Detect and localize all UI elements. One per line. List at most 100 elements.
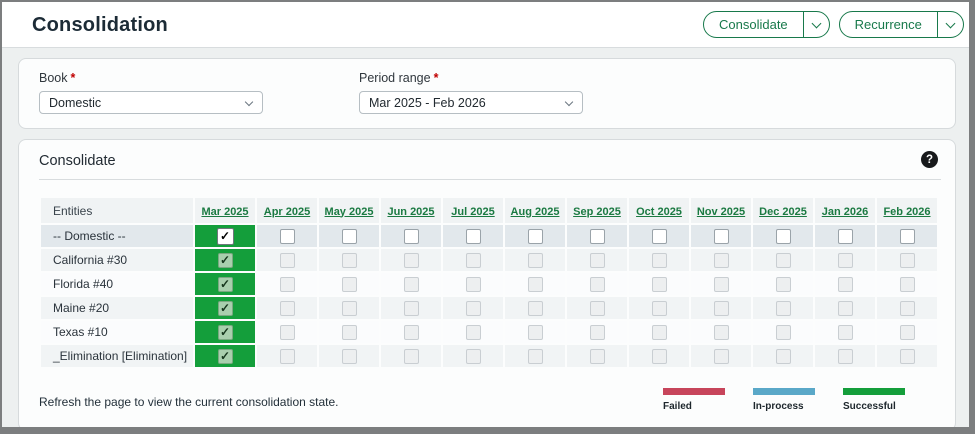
unchecked-checkbox bbox=[899, 324, 915, 340]
unchecked-checkbox bbox=[899, 300, 915, 316]
month-column-link[interactable]: Sep 2025 bbox=[573, 205, 621, 218]
month-column-link[interactable]: Jan 2026 bbox=[821, 205, 869, 218]
unchecked-checkbox bbox=[527, 276, 543, 292]
unchecked-checkbox bbox=[403, 252, 419, 268]
unchecked-checkbox bbox=[527, 348, 543, 364]
period-cell bbox=[629, 297, 689, 319]
table-row: Texas #10 ✓ bbox=[41, 321, 937, 343]
month-column-link[interactable]: Aug 2025 bbox=[510, 205, 560, 218]
table-row: -- Domestic -- ✓ bbox=[41, 225, 937, 247]
month-column-link[interactable]: Feb 2026 bbox=[883, 205, 931, 218]
period-cell bbox=[319, 345, 379, 367]
checked-checkbox[interactable]: ✓ bbox=[216, 227, 234, 245]
checked-checkbox: ✓ bbox=[217, 324, 233, 340]
period-cell bbox=[443, 225, 503, 247]
period-cell bbox=[443, 345, 503, 367]
period-cell bbox=[381, 273, 441, 295]
unchecked-checkbox bbox=[403, 276, 419, 292]
period-cell bbox=[567, 273, 627, 295]
period-cell bbox=[505, 345, 565, 367]
period-cell bbox=[505, 273, 565, 295]
month-column-header: Sep 2025 bbox=[567, 198, 627, 223]
unchecked-checkbox[interactable] bbox=[589, 228, 605, 244]
period-cell bbox=[877, 225, 937, 247]
period-range-select[interactable]: Mar 2025 - Feb 2026 bbox=[359, 91, 583, 114]
entity-label: Florida #40 bbox=[41, 273, 193, 295]
month-column-link[interactable]: Mar 2025 bbox=[201, 205, 249, 218]
legend-item-in-process: In-process bbox=[753, 388, 815, 412]
month-column-link[interactable]: Oct 2025 bbox=[636, 205, 682, 218]
toolbar: ConsolidateRecurrenceM bbox=[703, 11, 969, 38]
period-cell bbox=[567, 225, 627, 247]
period-cell bbox=[877, 249, 937, 271]
unchecked-checkbox bbox=[775, 276, 791, 292]
period-cell bbox=[443, 249, 503, 271]
month-column-header: Dec 2025 bbox=[753, 198, 813, 223]
period-cell bbox=[505, 249, 565, 271]
unchecked-checkbox bbox=[279, 252, 295, 268]
unchecked-checkbox bbox=[713, 348, 729, 364]
unchecked-checkbox bbox=[651, 300, 667, 316]
month-column-link[interactable]: Jul 2025 bbox=[451, 205, 495, 218]
toolbar-button-menu[interactable] bbox=[936, 12, 963, 37]
period-cell bbox=[567, 321, 627, 343]
period-cell bbox=[505, 297, 565, 319]
chevron-down-icon bbox=[811, 18, 822, 28]
period-cell bbox=[815, 321, 875, 343]
unchecked-checkbox[interactable] bbox=[775, 228, 791, 244]
period-range-label: Period range * bbox=[359, 71, 583, 85]
entity-label: -- Domestic -- bbox=[41, 225, 193, 247]
unchecked-checkbox bbox=[837, 252, 853, 268]
unchecked-checkbox[interactable] bbox=[527, 228, 543, 244]
toolbar-button-menu[interactable] bbox=[802, 12, 829, 37]
unchecked-checkbox[interactable] bbox=[279, 228, 295, 244]
month-column-header: Mar 2025 bbox=[195, 198, 255, 223]
month-column-header: Nov 2025 bbox=[691, 198, 751, 223]
legend-item-successful: Successful bbox=[843, 388, 905, 412]
month-column-link[interactable]: Jun 2025 bbox=[387, 205, 435, 218]
unchecked-checkbox[interactable] bbox=[713, 228, 729, 244]
help-icon[interactable]: ? bbox=[921, 151, 938, 168]
required-marker: * bbox=[70, 71, 76, 85]
period-cell bbox=[319, 225, 379, 247]
page-content: Book * Domestic Period range * Mar 2025 - … bbox=[2, 48, 969, 427]
unchecked-checkbox[interactable] bbox=[465, 228, 481, 244]
period-cell bbox=[753, 249, 813, 271]
month-column-link[interactable]: Dec 2025 bbox=[759, 205, 807, 218]
unchecked-checkbox[interactable] bbox=[341, 228, 357, 244]
month-column-link[interactable]: Apr 2025 bbox=[263, 205, 311, 218]
period-cell: ✓ bbox=[195, 321, 255, 343]
unchecked-checkbox bbox=[837, 276, 853, 292]
period-cell bbox=[629, 321, 689, 343]
unchecked-checkbox bbox=[775, 300, 791, 316]
unchecked-checkbox bbox=[899, 348, 915, 364]
month-column-link[interactable]: Nov 2025 bbox=[696, 205, 746, 218]
unchecked-checkbox bbox=[899, 276, 915, 292]
checked-checkbox: ✓ bbox=[217, 348, 233, 364]
period-cell bbox=[815, 297, 875, 319]
unchecked-checkbox[interactable] bbox=[403, 228, 419, 244]
unchecked-checkbox bbox=[465, 324, 481, 340]
unchecked-checkbox bbox=[279, 324, 295, 340]
toolbar-button-consolidate[interactable]: Consolidate bbox=[703, 11, 830, 38]
book-select[interactable]: Domestic bbox=[39, 91, 263, 114]
period-cell bbox=[629, 345, 689, 367]
page-title: Consolidation bbox=[32, 14, 168, 36]
unchecked-checkbox[interactable] bbox=[837, 228, 853, 244]
period-cell bbox=[505, 321, 565, 343]
period-cell bbox=[257, 321, 317, 343]
toolbar-button-recurrence[interactable]: Recurrence bbox=[838, 11, 964, 38]
month-column-link[interactable]: May 2025 bbox=[324, 205, 374, 218]
period-cell bbox=[567, 297, 627, 319]
unchecked-checkbox[interactable] bbox=[651, 228, 667, 244]
unchecked-checkbox bbox=[651, 252, 667, 268]
consolidate-panel: Consolidate ? Entities Mar 2025 Apr 2025 Ma… bbox=[18, 139, 956, 427]
month-column-header: Aug 2025 bbox=[505, 198, 565, 223]
table-row: Maine #20 ✓ bbox=[41, 297, 937, 319]
period-cell: ✓ bbox=[195, 297, 255, 319]
consolidate-footer: Refresh the page to view the current con… bbox=[39, 388, 941, 412]
unchecked-checkbox bbox=[589, 252, 605, 268]
unchecked-checkbox bbox=[589, 300, 605, 316]
unchecked-checkbox[interactable] bbox=[899, 228, 915, 244]
